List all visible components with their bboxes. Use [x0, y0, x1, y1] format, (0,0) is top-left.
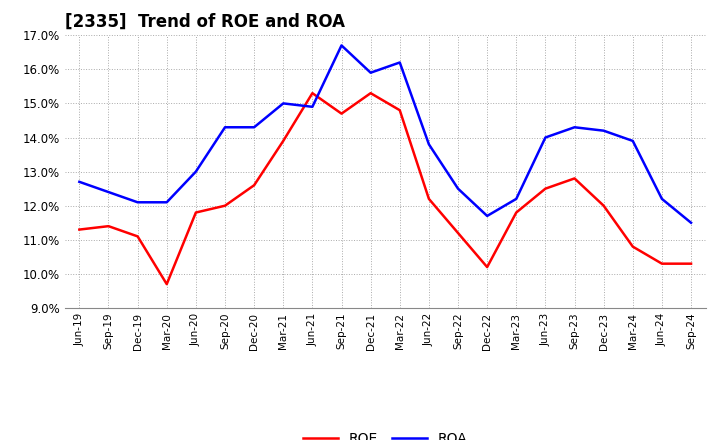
ROA: [250, 125, 258, 130]
ROA: [454, 186, 462, 191]
ROE: [366, 91, 375, 96]
ROE: [279, 138, 287, 143]
ROE: [75, 227, 84, 232]
ROE: [395, 107, 404, 113]
ROE: [337, 111, 346, 116]
ROA: [395, 60, 404, 65]
ROA: [425, 142, 433, 147]
ROA: [570, 125, 579, 130]
ROA: [75, 179, 84, 184]
ROE: [483, 264, 492, 270]
ROA: [512, 196, 521, 202]
ROA: [279, 101, 287, 106]
ROE: [541, 186, 550, 191]
ROE: [163, 282, 171, 287]
ROA: [133, 200, 142, 205]
ROE: [308, 91, 317, 96]
ROA: [220, 125, 229, 130]
ROA: [687, 220, 696, 225]
ROE: [657, 261, 666, 266]
ROE: [104, 224, 113, 229]
ROE: [220, 203, 229, 209]
ROE: [512, 210, 521, 215]
ROE: [629, 244, 637, 249]
ROA: [337, 43, 346, 48]
ROA: [308, 104, 317, 110]
ROE: [425, 196, 433, 202]
ROA: [629, 138, 637, 143]
ROA: [192, 169, 200, 174]
ROA: [104, 189, 113, 194]
ROA: [657, 196, 666, 202]
ROE: [250, 183, 258, 188]
Line: ROE: ROE: [79, 93, 691, 284]
ROE: [687, 261, 696, 266]
Text: [2335]  Trend of ROE and ROA: [2335] Trend of ROE and ROA: [65, 13, 345, 31]
ROA: [483, 213, 492, 219]
Legend: ROE, ROA: ROE, ROA: [297, 426, 473, 440]
ROE: [133, 234, 142, 239]
ROE: [192, 210, 200, 215]
ROA: [163, 200, 171, 205]
ROE: [570, 176, 579, 181]
ROA: [599, 128, 608, 133]
ROA: [366, 70, 375, 75]
ROE: [599, 203, 608, 209]
ROE: [454, 231, 462, 236]
ROA: [541, 135, 550, 140]
Line: ROA: ROA: [79, 45, 691, 223]
